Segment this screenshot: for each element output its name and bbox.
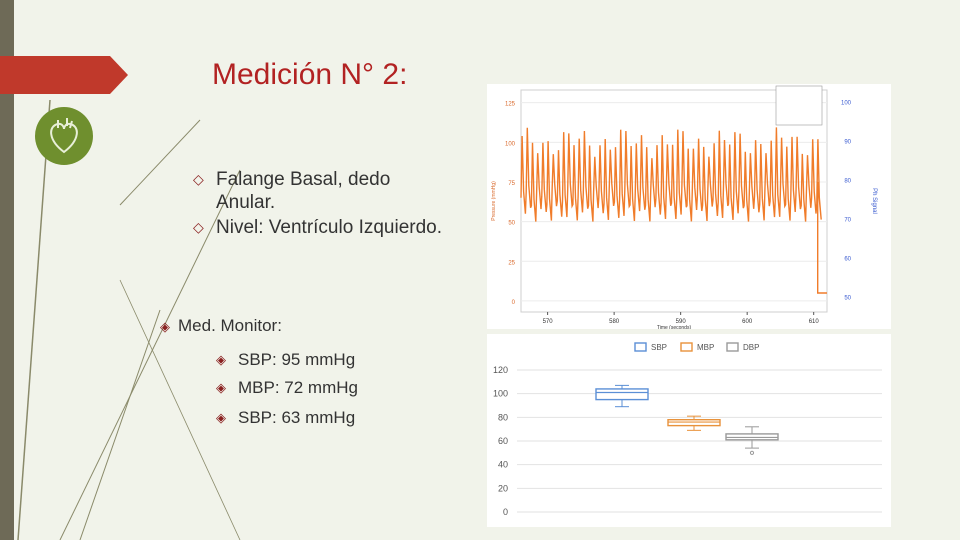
y-tick-label: 60 — [498, 436, 508, 446]
x-tick-label: 610 — [809, 319, 820, 325]
y-tick-label: 100 — [505, 141, 516, 147]
reading-text: SBP: 95 mmHg — [238, 350, 356, 369]
legend-swatch — [726, 342, 739, 352]
y2-tick-label: 50 — [844, 295, 851, 301]
bullet-text: Nivel: Ventrículo Izquierdo. — [216, 217, 443, 238]
monitor-label: Med. Monitor: — [178, 316, 282, 335]
plot-frame — [520, 89, 828, 313]
double-diamond-icon: ◈ — [216, 352, 226, 367]
legend-label: SBP — [651, 343, 667, 352]
diamond-bullet-icon: ◇ — [193, 171, 204, 187]
reading-text: SBP: 63 mmHg — [238, 408, 356, 427]
y-tick-label: 40 — [498, 460, 508, 470]
pressure-line-svg: 0 25 50 75 100 125 570 580 590 600 610 50 60 70 80 90 10… — [491, 85, 877, 331]
double-diamond-icon: ◈ — [216, 410, 226, 425]
box-outlier — [749, 450, 755, 455]
y2-tick-label: 60 — [844, 256, 851, 262]
bullet-list: ◇ Falange Basal, dedo Anular. ◇ Nivel: V… — [193, 168, 453, 241]
y2-axis-label: Ph Signal — [871, 188, 877, 214]
reading-text: MBP: 72 mmHg — [238, 378, 358, 397]
diamond-bullet-icon: ◇ — [193, 219, 204, 235]
x-axis-label: Time (seconds) — [657, 325, 692, 329]
x-tick-label: 580 — [609, 319, 620, 325]
double-diamond-icon: ◈ — [216, 380, 226, 395]
x-tick-label: 570 — [543, 319, 554, 325]
y-tick-label: 20 — [498, 483, 508, 493]
slide-title: Medición N° 2: — [212, 58, 408, 91]
y-axis-label: Pressure (mmHg) — [491, 181, 497, 221]
pressure-line-chart: 0 25 50 75 100 125 570 580 590 600 610 50 60 70 80 90 10… — [487, 84, 891, 331]
y-tick-label: 100 — [493, 389, 508, 399]
y-tick-label: 50 — [508, 221, 515, 227]
legend-label: MBP — [697, 343, 714, 352]
left-accent-bar — [0, 0, 14, 540]
bullet-text: Falange Basal, dedo Anular. — [216, 169, 391, 213]
y2-tick-label: 80 — [844, 179, 851, 185]
y-tick-label: 80 — [498, 412, 508, 422]
decorative-lines — [17, 99, 241, 540]
legend-box — [775, 85, 823, 126]
y-tick-label: 120 — [493, 365, 508, 375]
bullet-item: ◇ Falange Basal, dedo Anular. — [193, 168, 453, 214]
double-diamond-icon: ◈ — [160, 319, 170, 334]
y-tick-label: 75 — [508, 181, 515, 187]
y2-tick-label: 90 — [844, 140, 851, 146]
y-tick-label: 0 — [512, 300, 516, 306]
heart-logo — [35, 107, 93, 165]
legend-label: DBP — [743, 343, 759, 352]
pressure-series-line — [520, 127, 827, 294]
legend-swatch — [634, 342, 647, 352]
title-ribbon — [0, 56, 128, 94]
x-tick-label: 600 — [742, 319, 753, 325]
y-tick-label: 25 — [508, 260, 515, 266]
x-tick-label: 590 — [676, 319, 687, 325]
legend-swatch — [680, 342, 693, 352]
pressure-box-chart: SBP MBP DBP 0 20 40 60 80 100 120 — [487, 334, 891, 527]
y-tick-label: 125 — [505, 102, 516, 108]
y2-tick-label: 70 — [844, 218, 851, 224]
bullet-item: ◇ Nivel: Ventrículo Izquierdo. — [193, 216, 453, 239]
y2-tick-label: 100 — [841, 101, 852, 107]
y-tick-label: 0 — [503, 507, 508, 517]
pressure-box-svg: SBP MBP DBP 0 20 40 60 80 100 120 — [493, 342, 882, 517]
box-body — [595, 388, 649, 401]
